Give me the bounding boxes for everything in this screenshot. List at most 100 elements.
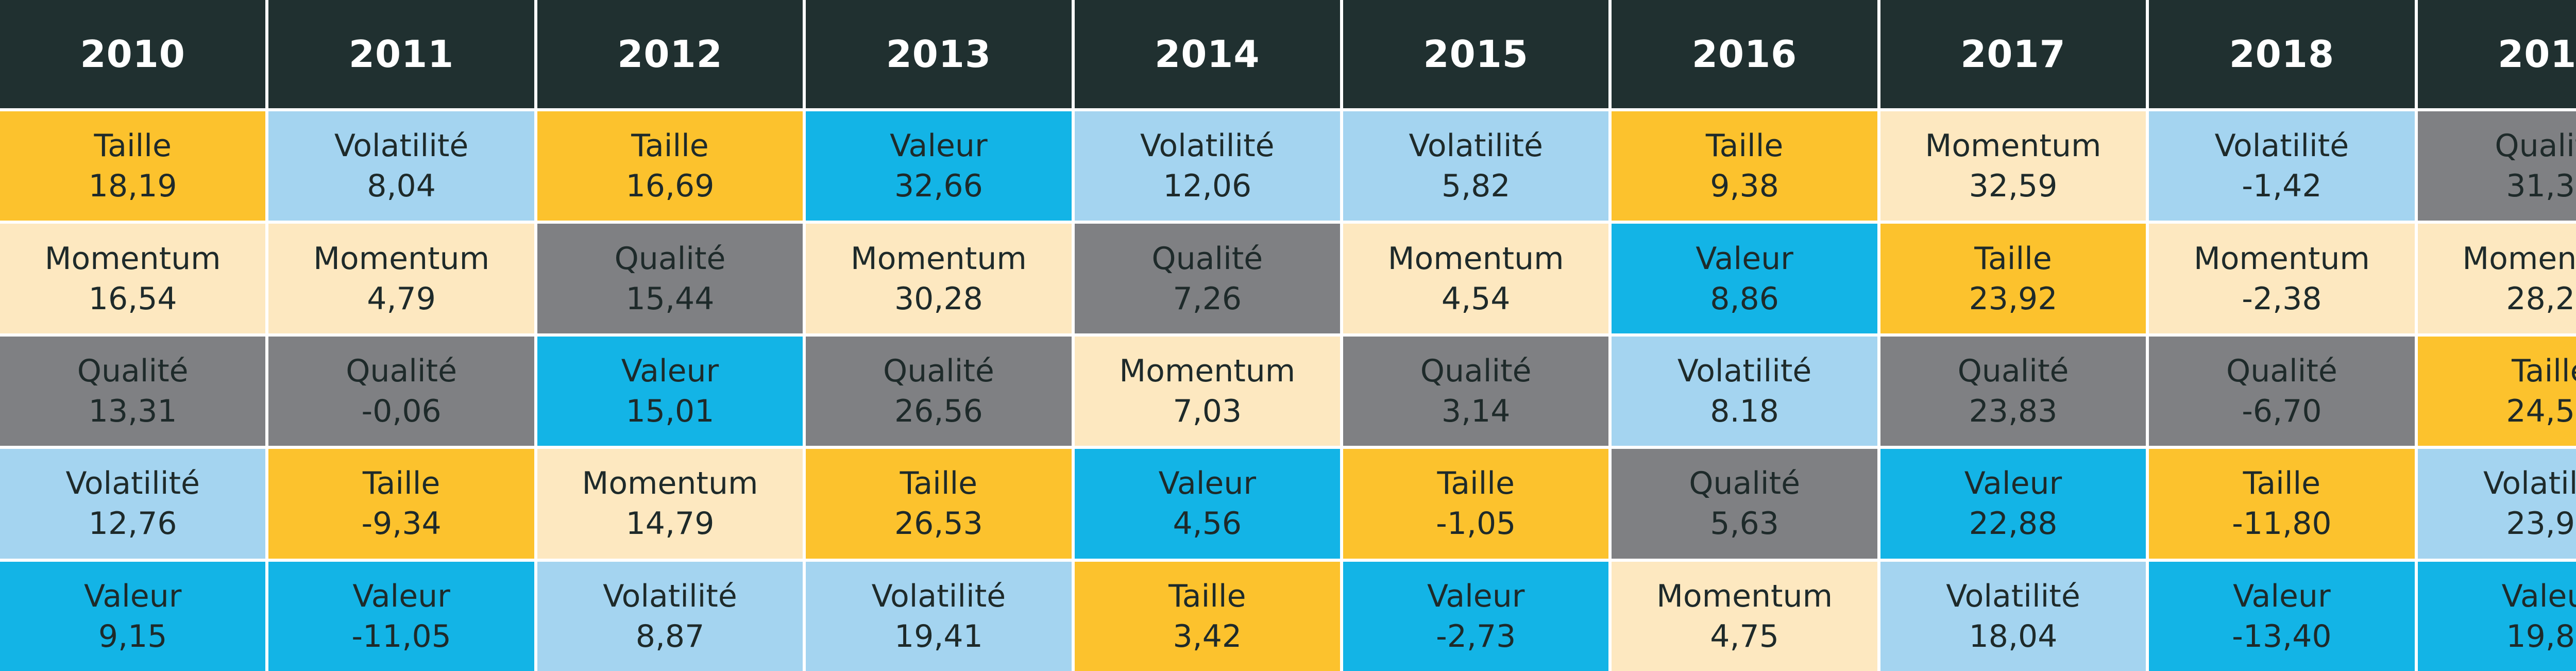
factor-name: Volatilité: [871, 578, 1006, 614]
factor-value: 23,97: [2506, 506, 2576, 542]
factor-name: Valeur: [2233, 578, 2331, 614]
factor-cell: Momentum 32,59: [1880, 111, 2146, 221]
factor-value: -9,34: [361, 506, 442, 542]
factor-name: Qualité: [346, 353, 457, 389]
factor-name: Momentum: [1387, 240, 1564, 277]
factor-name: Taille: [1705, 128, 1784, 164]
factor-name: Qualité: [883, 353, 994, 389]
factor-cell: Valeur 15,01: [537, 336, 803, 446]
factor-cell: Momentum 4,54: [1343, 224, 1609, 333]
factor-value: 8,04: [367, 168, 436, 205]
factor-cell: Taille 16,69: [537, 111, 803, 221]
factor-name: Taille: [1437, 465, 1515, 502]
factor-cell: Momentum 30,28: [806, 224, 1072, 333]
factor-cell: Qualité 23,83: [1880, 336, 2146, 446]
factor-name: Momentum: [1925, 128, 2102, 164]
factor-name: Taille: [1974, 240, 2052, 277]
year-header-2019: 2019: [2417, 0, 2576, 108]
factor-cell: Volatilité 5,82: [1343, 111, 1609, 221]
factor-cell: Valeur 19,84: [2417, 561, 2576, 671]
factor-name: Momentum: [313, 240, 490, 277]
factor-value: 19,84: [2506, 618, 2576, 655]
factor-cell: Volatilité 18,04: [1880, 561, 2146, 671]
factor-value: 32,66: [894, 168, 983, 205]
factor-cell: Volatilité -1,42: [2149, 111, 2415, 221]
factor-value: 9,15: [98, 618, 167, 655]
year-header-2016: 2016: [1612, 0, 1877, 108]
factor-cell: Taille 23,92: [1880, 224, 2146, 333]
factor-cell: Taille 3,42: [1074, 561, 1340, 671]
factor-cell: Valeur -11,05: [268, 561, 534, 671]
factor-name: Taille: [2512, 353, 2576, 389]
factor-name: Valeur: [352, 578, 450, 614]
factor-cell: Momentum -2,38: [2149, 224, 2415, 333]
year-header-2018: 2018: [2149, 0, 2415, 108]
factor-cell: Valeur 22,88: [1880, 449, 2146, 559]
factor-value: -1,05: [1436, 506, 1516, 542]
factor-name: Valeur: [1964, 465, 2062, 502]
factor-name: Taille: [631, 128, 709, 164]
factor-name: Volatilité: [334, 128, 469, 164]
factor-cell: Momentum 16,54: [0, 224, 266, 333]
year-header-2012: 2012: [537, 0, 803, 108]
factor-cell: Qualité 26,56: [806, 336, 1072, 446]
factor-cell: Momentum 14,79: [537, 449, 803, 559]
factor-value: 16,69: [625, 168, 715, 205]
factor-value: -2,73: [1436, 618, 1516, 655]
factor-cell: Qualité 3,14: [1343, 336, 1609, 446]
factor-value: 15,01: [625, 393, 715, 429]
factor-name: Momentum: [2193, 240, 2370, 277]
factor-name: Volatilité: [603, 578, 737, 614]
factor-value: 4,54: [1441, 280, 1511, 317]
factor-name: Taille: [1168, 578, 1246, 614]
factor-cell: Taille 18,19: [0, 111, 266, 221]
factor-name: Momentum: [850, 240, 1027, 277]
factor-value: 7,03: [1173, 393, 1242, 429]
factor-cell: Momentum 7,03: [1074, 336, 1340, 446]
factor-name: Volatilité: [1409, 128, 1543, 164]
factor-cell: Valeur -2,73: [1343, 561, 1609, 671]
factor-name: Qualité: [1420, 353, 1532, 389]
factor-value: -11,05: [351, 618, 451, 655]
factor-value: 26,56: [894, 393, 983, 429]
factor-value: 26,53: [894, 506, 983, 542]
factor-value: 28,26: [2506, 280, 2576, 317]
factor-value: 15,44: [625, 280, 715, 317]
factor-name: Taille: [362, 465, 440, 502]
factor-cell: Volatilité 12,76: [0, 449, 266, 559]
year-header-2011: 2011: [268, 0, 534, 108]
year-header-2013: 2013: [806, 0, 1072, 108]
factor-cell: Taille -11,80: [2149, 449, 2415, 559]
factor-value: 24,51: [2506, 393, 2576, 429]
factor-value: 8.18: [1710, 393, 1779, 429]
factor-value: -2,38: [2242, 280, 2322, 317]
factor-value: 3,42: [1173, 618, 1242, 655]
factor-value: -0,06: [361, 393, 442, 429]
factor-value: 32,59: [1969, 168, 2058, 205]
factor-value: 23,92: [1969, 280, 2058, 317]
factor-cell: Qualité -0,06: [268, 336, 534, 446]
factor-name: Momentum: [44, 240, 221, 277]
factor-cell: Volatilité 8,87: [537, 561, 803, 671]
factor-value: 3,14: [1441, 393, 1511, 429]
factor-name: Momentum: [582, 465, 758, 502]
factor-name: Volatilité: [1677, 353, 1812, 389]
factor-name: Valeur: [890, 128, 988, 164]
factor-name: Volatilité: [65, 465, 200, 502]
factor-name: Qualité: [614, 240, 726, 277]
factor-cell: Taille -1,05: [1343, 449, 1609, 559]
factor-cell: Volatilité 23,97: [2417, 449, 2576, 559]
factor-value: 13,31: [88, 393, 177, 429]
factor-value: 12,06: [1163, 168, 1252, 205]
factor-name: Momentum: [1119, 353, 1296, 389]
factor-name: Qualité: [77, 353, 189, 389]
factor-value: 4,56: [1173, 506, 1242, 542]
factor-value: 22,88: [1969, 506, 2058, 542]
factor-name: Momentum: [2462, 240, 2576, 277]
factor-value: -1,42: [2242, 168, 2322, 205]
factor-cell: Valeur 4,56: [1074, 449, 1340, 559]
factor-value: 8,87: [635, 618, 705, 655]
factor-value: 18,04: [1969, 618, 2058, 655]
factor-name: Volatilité: [2214, 128, 2349, 164]
